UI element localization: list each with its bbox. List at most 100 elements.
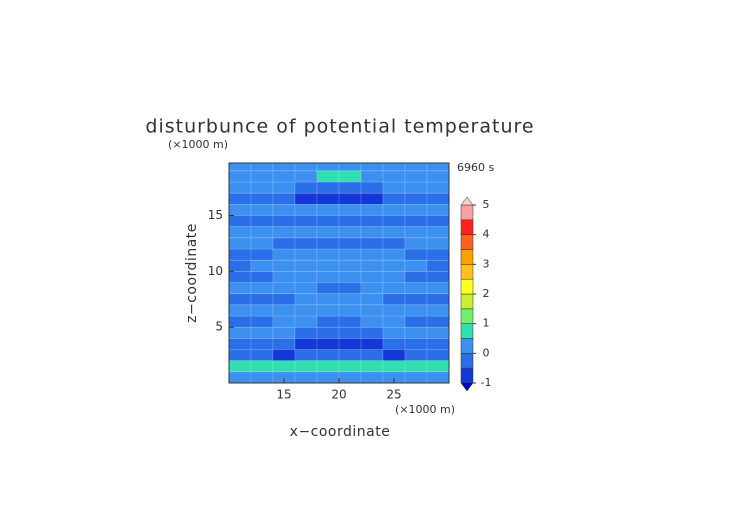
contour-cell	[294, 259, 318, 272]
contour-cell	[316, 304, 340, 317]
colorbar-tick-label: 3	[483, 257, 490, 270]
contour-cell	[426, 293, 449, 306]
contour-cell	[229, 226, 252, 239]
colorbar-swatch	[460, 264, 474, 280]
contour-cell	[250, 326, 274, 339]
contour-cell	[426, 360, 449, 373]
contour-cell	[316, 204, 340, 216]
contour-cell	[382, 226, 406, 239]
contour-cell	[250, 282, 274, 294]
contour-cell	[360, 371, 384, 383]
contour-cell	[404, 282, 428, 294]
contour-cell	[294, 349, 318, 361]
contour-cell	[294, 163, 318, 172]
contour-cell	[360, 315, 384, 328]
contour-cell	[229, 271, 252, 283]
contour-cell	[360, 293, 384, 306]
contour-cell	[338, 170, 362, 183]
contour-cell	[404, 204, 428, 216]
contour-cell	[360, 170, 384, 183]
contour-cell	[272, 215, 296, 227]
contour-cell	[360, 163, 384, 172]
contour-cell	[382, 326, 406, 339]
contour-cell	[338, 237, 362, 250]
contour-cell	[272, 259, 296, 272]
contour-cell	[294, 204, 318, 216]
contour-cell	[404, 170, 428, 183]
contour-cell	[360, 192, 384, 205]
contour-cell	[250, 338, 274, 350]
contour-cell	[272, 282, 296, 294]
contour-cell	[272, 338, 296, 350]
contour-cell	[338, 304, 362, 317]
contour-cell	[272, 293, 296, 306]
contour-cell	[404, 271, 428, 283]
contour-cell	[250, 259, 274, 272]
contour-cell	[272, 326, 296, 339]
contour-cell	[360, 304, 384, 317]
contour-cell	[404, 181, 428, 194]
contour-cell	[250, 271, 274, 283]
contour-cell	[426, 371, 449, 383]
contour-cell	[338, 192, 362, 205]
chart-title: disturbunce of potential temperature	[145, 116, 534, 138]
contour-cell	[272, 271, 296, 283]
contour-cell	[272, 181, 296, 194]
contour-cell	[250, 360, 274, 373]
contour-cell	[404, 192, 428, 205]
colorbar-swatch	[460, 293, 474, 310]
contour-cell	[272, 204, 296, 216]
contour-cell	[272, 170, 296, 183]
contour-cell	[272, 192, 296, 205]
contour-cell	[316, 315, 340, 328]
contour-cell	[316, 338, 340, 350]
contour-cell	[382, 349, 406, 361]
contour-cell	[360, 271, 384, 283]
colorbar-swatch	[460, 204, 474, 221]
contour-cell	[404, 293, 428, 306]
contour-cell	[229, 338, 252, 350]
colorbar-swatch	[460, 249, 474, 265]
contour-cell	[338, 204, 362, 216]
contour-cell	[294, 282, 318, 294]
contour-cell	[382, 170, 406, 183]
contour-cell	[404, 259, 428, 272]
contour-cell	[316, 163, 340, 172]
contour-cell	[360, 204, 384, 216]
contour-cell	[426, 338, 449, 350]
contour-cell	[382, 338, 406, 350]
contour-cell	[426, 282, 449, 294]
colorbar-under	[460, 382, 474, 392]
contour-cell	[382, 215, 406, 227]
contour-cell	[229, 248, 252, 261]
contour-cell	[404, 371, 428, 383]
contour-cell	[272, 315, 296, 328]
contour-cell	[316, 248, 340, 261]
contour-cell	[229, 192, 252, 205]
contour-cell	[316, 271, 340, 283]
contour-cell	[382, 259, 406, 272]
contour-cell	[382, 237, 406, 250]
contour-cell	[250, 204, 274, 216]
contour-cell	[229, 204, 252, 216]
y-tick-label: 15	[208, 208, 223, 222]
contour-cell	[272, 163, 296, 172]
contour-cell	[382, 293, 406, 306]
contour-cell	[229, 259, 252, 272]
contour-cell	[338, 226, 362, 239]
contour-cell	[250, 170, 274, 183]
contour-cell	[338, 326, 362, 339]
contour-cell	[382, 204, 406, 216]
contour-cell	[316, 181, 340, 194]
contour-cell	[250, 226, 274, 239]
contour-cell	[360, 226, 384, 239]
y-tick-label: 10	[208, 264, 223, 278]
contour-cell	[404, 315, 428, 328]
colorbar-over	[460, 196, 474, 206]
contour-cell	[229, 349, 252, 361]
contour-cell	[229, 360, 252, 373]
contour-cell	[316, 170, 340, 183]
contour-cell	[250, 215, 274, 227]
contour-cell	[360, 215, 384, 227]
